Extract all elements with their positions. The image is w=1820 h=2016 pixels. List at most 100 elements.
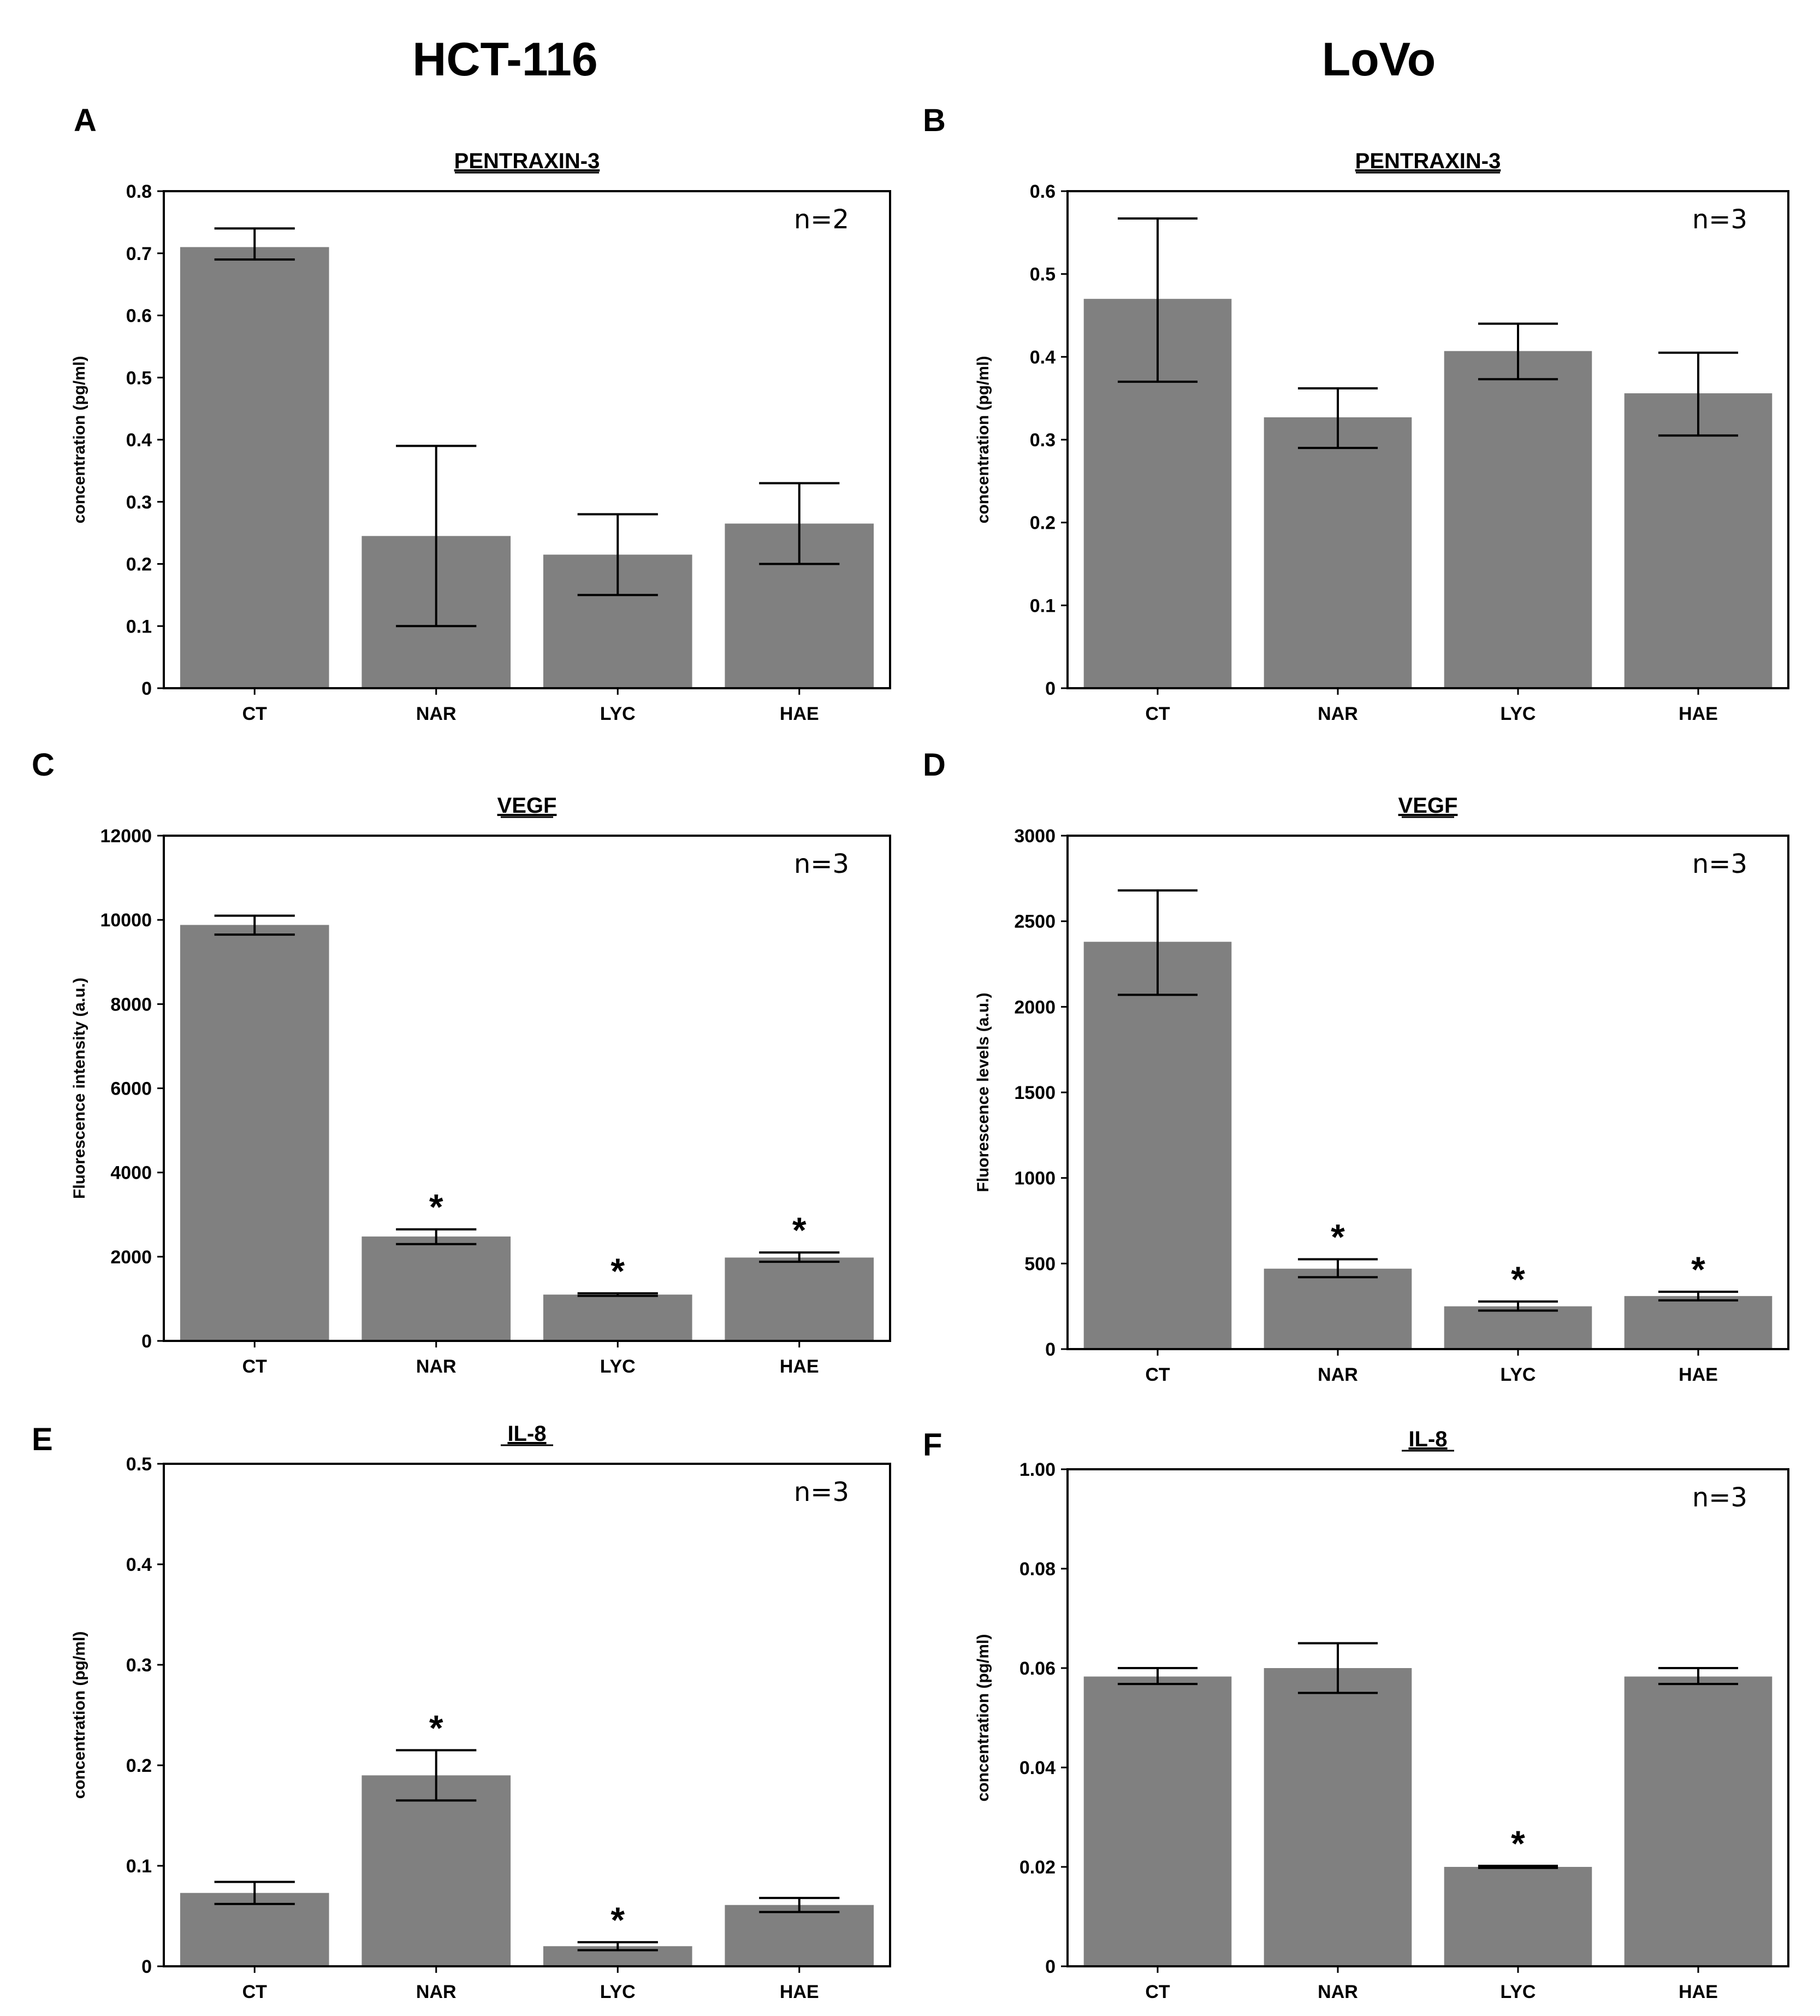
category-label-nar: NAR [416,703,457,724]
y-tick-label: 0.7 [126,244,152,264]
y-tick-label: 0.1 [1030,595,1056,616]
y-tick-label: 0 [1045,1339,1056,1360]
bar-lyc [543,1294,692,1341]
y-tick-label: 0 [141,678,152,699]
y-tick-label: 12000 [100,826,152,847]
bar-hae [1624,1676,1772,1966]
y-tick-label: 2000 [110,1247,152,1268]
y-tick-label: 0.4 [1030,347,1056,368]
category-label-lyc: LYC [1501,1364,1536,1385]
bar-nar [1264,1668,1412,1966]
y-tick-label: 0 [141,1331,152,1352]
category-label-ct: CT [1145,1364,1170,1385]
category-label-lyc: LYC [1501,1982,1536,2002]
category-label-hae: HAE [780,1356,819,1377]
bar-ct [1083,1676,1232,1966]
chart-title: PENTRAXIN-3 [1355,149,1501,173]
y-tick-label: 0.08 [1019,1559,1056,1580]
y-axis-label: concentration (pg/ml) [974,356,992,524]
chart-panel-e: E IL-8 0 0.1 0.2 0.3 0.4 0.5 concentration (pg/m… [32,1422,891,2002]
chart-panel-b: B PENTRAXIN-3 0 0.1 0.2 0.3 0.4 0.5 0.6 concentra… [923,103,1789,724]
column-title-hct116: HCT-116 [412,33,598,86]
category-label-ct: CT [1145,1982,1170,2002]
chart-panel-f: F IL-8 0 0.02 0.04 0.06 0.08 1.00 concentration … [923,1427,1789,2002]
category-label-nar: NAR [416,1356,457,1377]
y-tick-label: 0.5 [1030,264,1056,285]
y-tick-label: 0.1 [126,1856,152,1877]
bar-hae [1624,393,1772,688]
plot-frame [1066,835,1789,1350]
significance-star: * [1331,1217,1345,1257]
significance-star: * [610,1251,625,1291]
category-label-lyc: LYC [1501,703,1536,724]
y-tick-label: 500 [1024,1254,1056,1274]
significance-star: * [610,1900,625,1940]
y-tick-label: 0.2 [126,1755,152,1776]
y-tick-label: 0.8 [126,181,152,202]
y-axis-label: concentration (pg/ml) [974,1634,992,1802]
category-label-hae: HAE [1679,1982,1718,2002]
sample-size-label: n=3 [1692,204,1747,235]
y-tick-label: 8000 [110,994,152,1015]
category-label-nar: NAR [1318,1364,1358,1385]
column-title-lovo: LoVo [1321,33,1436,86]
y-tick-label: 0.04 [1019,1758,1056,1778]
category-label-lyc: LYC [600,703,636,724]
significance-star: * [1691,1249,1705,1290]
category-label-hae: HAE [1679,1364,1718,1385]
significance-star: * [429,1707,443,1748]
plot-frame [1066,190,1789,689]
panel-letter: B [923,103,946,138]
chart-title: VEGF [1398,794,1458,818]
significance-star: * [792,1210,807,1250]
y-tick-label: 0.6 [126,306,152,327]
chart-panel-d: D VEGF 0 500 1000 1500 2000 2500 3000 Fluorescenc… [923,747,1789,1385]
y-tick-label: 0.2 [126,554,152,575]
category-label-nar: NAR [1318,703,1358,724]
y-tick-label: 0.06 [1019,1658,1056,1679]
bar-ct [1083,942,1232,1349]
category-label-hae: HAE [1679,703,1718,724]
category-label-lyc: LYC [600,1356,636,1377]
bar-hae [725,1257,874,1341]
y-tick-label: 0.02 [1019,1857,1056,1878]
bar-nar [361,1236,511,1341]
plot-frame [163,190,891,689]
y-tick-label: 0.5 [126,1454,152,1475]
panel-letter: D [923,747,946,783]
category-label-nar: NAR [1318,1982,1358,2002]
y-tick-label: 0 [141,1956,152,1977]
plot-frame [163,1463,891,1967]
chart-panel-c: C VEGF 0 2000 4000 6000 8000 10000 12000 Fluoresc… [32,747,891,1377]
sample-size-label: n=2 [794,204,849,235]
sample-size-label: n=3 [794,1477,849,1507]
panel-letter: C [32,747,55,783]
y-tick-label: 10000 [100,910,152,931]
y-axis-label: concentration (pg/ml) [70,356,88,524]
category-label-ct: CT [242,1356,268,1377]
bar-nar [1264,417,1412,688]
category-label-ct: CT [242,1982,268,2002]
y-tick-label: 1.00 [1019,1459,1056,1480]
y-tick-label: 0.2 [1030,513,1056,534]
category-label-hae: HAE [780,1982,819,2002]
panel-letter: A [74,103,97,138]
y-tick-label: 1000 [1014,1168,1056,1189]
y-axis-label: Fluorescence intensity (a.u.) [70,978,88,1199]
category-label-ct: CT [1145,703,1170,724]
bar-ct [180,1893,329,1966]
y-tick-label: 0.1 [126,616,152,637]
category-label-ct: CT [242,703,268,724]
sample-size-label: n=3 [1692,849,1747,879]
y-tick-label: 4000 [110,1163,152,1184]
y-tick-label: 0.3 [126,1655,152,1676]
sample-size-label: n=3 [1692,1482,1747,1513]
plot-frame [1066,1468,1789,1967]
y-tick-label: 0.6 [1030,181,1056,202]
bar-ct [180,925,329,1341]
y-tick-label: 0.3 [1030,430,1056,451]
chart-title: PENTRAXIN-3 [454,149,600,173]
y-tick-label: 2000 [1014,997,1056,1018]
panel-letter: E [32,1422,53,1457]
